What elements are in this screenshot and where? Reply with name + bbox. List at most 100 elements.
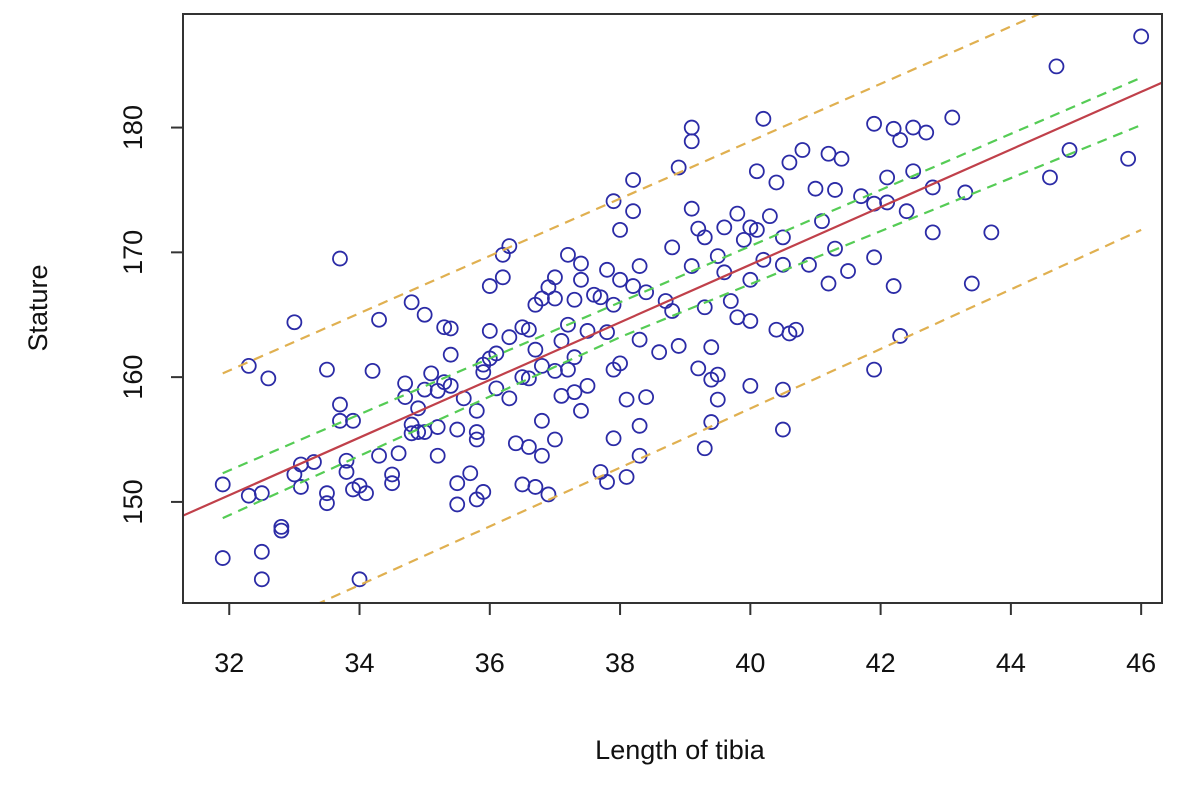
data-point bbox=[696, 440, 713, 457]
data-point bbox=[742, 271, 759, 288]
data-point bbox=[957, 184, 974, 201]
data-point bbox=[351, 571, 368, 588]
data-point bbox=[273, 522, 290, 539]
data-point bbox=[944, 109, 961, 126]
data-point bbox=[788, 321, 804, 338]
data-point bbox=[755, 251, 772, 268]
data-point bbox=[429, 447, 446, 464]
data-point bbox=[501, 390, 518, 407]
y-tick-label: 170 bbox=[118, 230, 148, 275]
data-point bbox=[475, 484, 492, 500]
data-point bbox=[514, 319, 531, 336]
data-point bbox=[866, 361, 882, 378]
data-point bbox=[866, 249, 882, 266]
data-point bbox=[1120, 150, 1137, 167]
data-point bbox=[573, 402, 589, 419]
data-point bbox=[547, 431, 563, 448]
data-point bbox=[612, 221, 628, 238]
data-point bbox=[924, 224, 941, 241]
data-point bbox=[384, 475, 400, 492]
data-point bbox=[586, 286, 602, 303]
plot-frame bbox=[182, 13, 1163, 604]
data-point bbox=[468, 424, 485, 440]
data-point bbox=[468, 402, 485, 419]
data-point bbox=[625, 203, 641, 220]
data-point bbox=[514, 369, 531, 386]
data-point bbox=[481, 323, 498, 339]
data-point bbox=[833, 150, 850, 167]
data-point bbox=[560, 361, 576, 378]
data-point bbox=[364, 362, 381, 379]
data-point bbox=[449, 421, 466, 438]
data-point bbox=[520, 439, 537, 455]
data-point bbox=[625, 278, 641, 294]
data-point bbox=[683, 133, 700, 150]
data-point bbox=[514, 476, 531, 493]
data-point bbox=[781, 154, 798, 171]
data-point bbox=[332, 396, 348, 413]
data-point bbox=[547, 269, 563, 286]
data-point bbox=[579, 323, 596, 339]
data-point bbox=[520, 321, 537, 338]
data-point bbox=[416, 306, 433, 323]
data-point bbox=[722, 293, 739, 309]
data-point bbox=[475, 364, 492, 381]
data-point bbox=[905, 163, 922, 180]
y-tick-label: 150 bbox=[118, 479, 148, 524]
x-tick-label: 36 bbox=[475, 648, 505, 678]
data-point bbox=[397, 375, 414, 392]
data-point bbox=[345, 412, 361, 429]
data-point bbox=[696, 229, 713, 246]
data-point bbox=[840, 263, 856, 279]
data-point bbox=[1048, 58, 1065, 75]
data-point bbox=[390, 445, 407, 462]
data-point bbox=[625, 172, 641, 188]
data-point bbox=[892, 132, 909, 148]
data-point bbox=[214, 476, 231, 493]
data-point bbox=[319, 485, 335, 502]
data-point bbox=[488, 345, 505, 362]
line bbox=[316, 228, 1142, 603]
data-point bbox=[358, 485, 374, 502]
data-point bbox=[449, 475, 466, 492]
data-point bbox=[748, 163, 765, 180]
data-point bbox=[631, 258, 648, 274]
plot-area bbox=[183, 14, 1162, 603]
data-point bbox=[742, 219, 759, 236]
data-point bbox=[768, 321, 785, 338]
data-point bbox=[690, 360, 707, 377]
data-point bbox=[729, 309, 746, 326]
data-point bbox=[507, 435, 524, 452]
line bbox=[222, 14, 1042, 375]
data-point bbox=[566, 349, 583, 366]
data-point bbox=[520, 370, 537, 387]
data-point bbox=[618, 391, 635, 408]
data-point bbox=[442, 377, 459, 394]
data-point bbox=[683, 119, 700, 136]
data-point bbox=[670, 159, 687, 176]
data-point bbox=[1061, 142, 1078, 158]
data-point bbox=[801, 256, 817, 273]
data-point bbox=[442, 320, 459, 337]
data-point bbox=[527, 341, 544, 358]
data-point bbox=[547, 290, 563, 307]
data-point bbox=[566, 291, 583, 308]
data-point bbox=[709, 366, 726, 383]
data-point bbox=[436, 319, 453, 336]
data-point bbox=[573, 271, 589, 288]
data-point bbox=[879, 169, 896, 186]
data-point bbox=[892, 328, 909, 344]
data-point bbox=[338, 464, 355, 480]
data-point bbox=[618, 469, 635, 485]
data-point bbox=[827, 182, 843, 198]
data-point bbox=[240, 487, 257, 504]
data-point bbox=[729, 205, 746, 222]
data-point bbox=[820, 145, 837, 162]
data-point bbox=[775, 381, 791, 398]
data-point bbox=[963, 275, 980, 292]
line bbox=[222, 76, 1142, 475]
data-point bbox=[292, 479, 309, 495]
x-tick-label: 42 bbox=[866, 648, 896, 678]
